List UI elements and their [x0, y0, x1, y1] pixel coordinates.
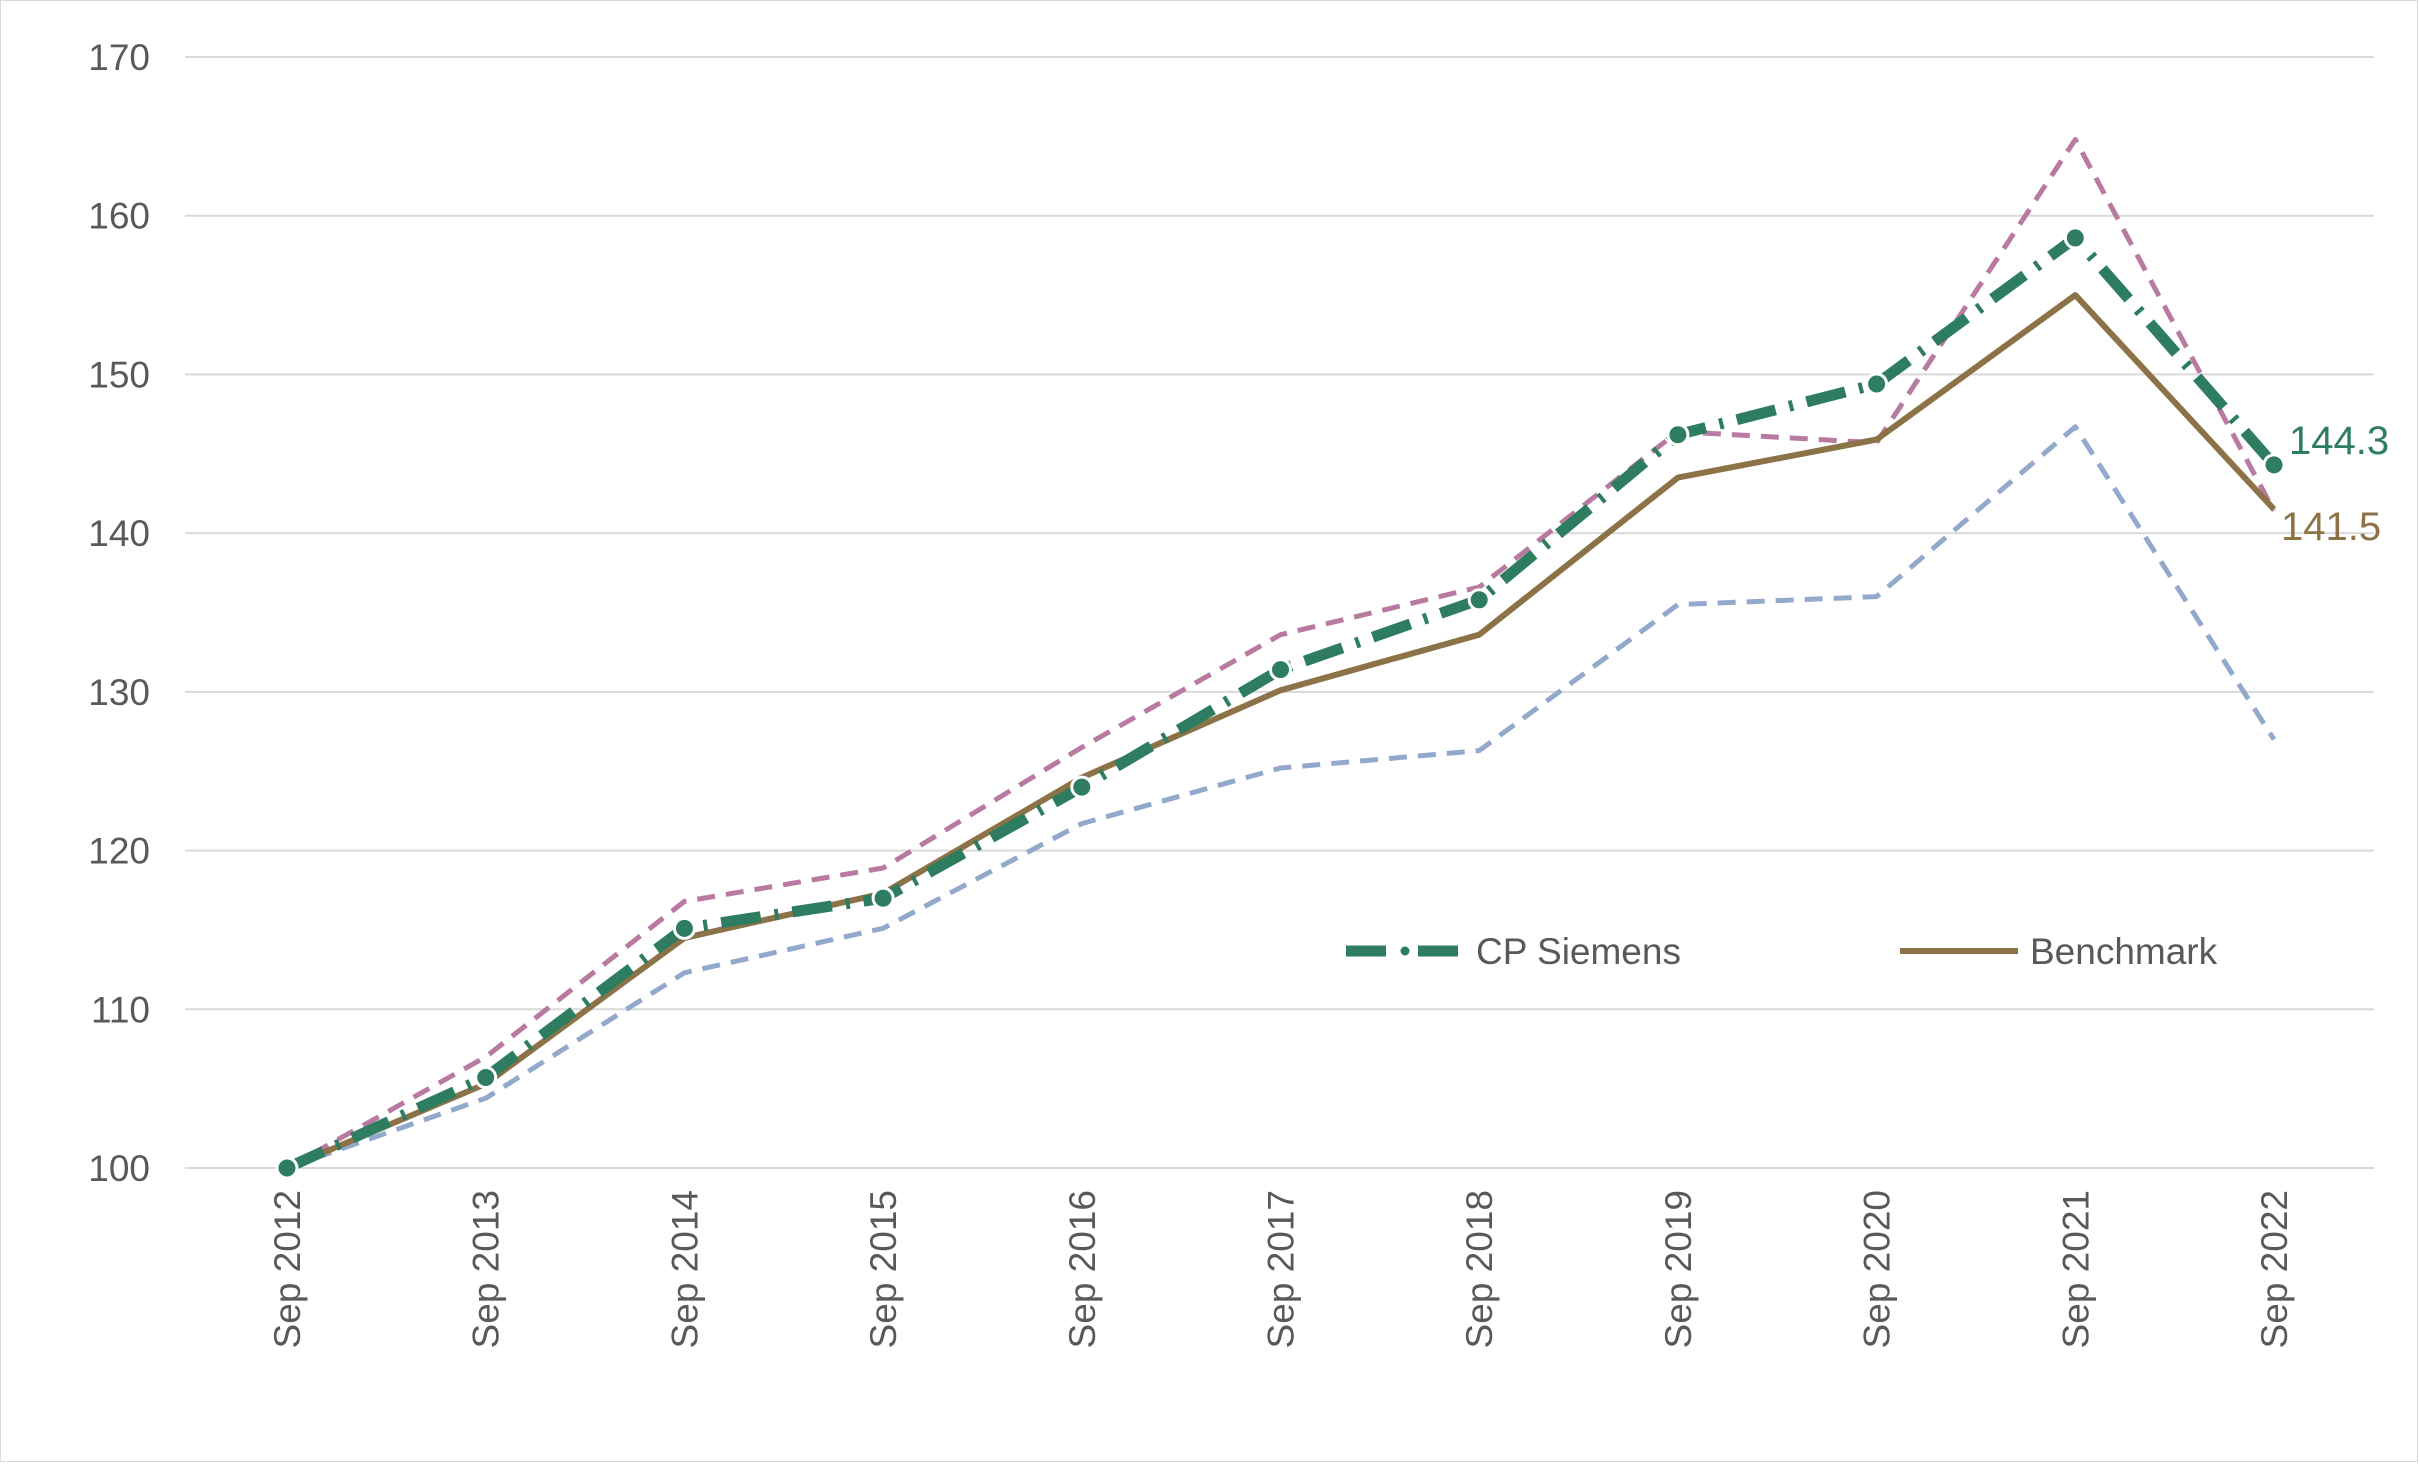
x-tick-label-9: Sep 2021	[2055, 1190, 2096, 1348]
marker-cp-10	[2262, 453, 2286, 477]
x-tick-label-10: Sep 2022	[2254, 1190, 2295, 1348]
y-tick-label-160: 160	[88, 196, 150, 237]
legend: CP Siemens Benchmark	[1346, 931, 2218, 972]
marker-cp-0	[275, 1156, 299, 1180]
legend-item-benchmark: Benchmark	[1900, 931, 2218, 972]
x-tick-label-8: Sep 2020	[1857, 1190, 1898, 1348]
x-tick-label-4: Sep 2016	[1062, 1190, 1103, 1348]
x-tick-label-1: Sep 2013	[466, 1190, 507, 1348]
x-tick-label-3: Sep 2015	[863, 1190, 904, 1348]
gridlines	[185, 56, 2374, 1169]
end-label-benchmark: 141.5	[2281, 505, 2381, 549]
x-tick-label-7: Sep 2019	[1658, 1190, 1699, 1348]
y-axis-ticks: 100 110 120 130 140 150 160 170	[88, 37, 150, 1189]
y-tick-label-170: 170	[88, 37, 150, 78]
y-tick-label-120: 120	[88, 831, 150, 872]
marker-cp-4	[1070, 775, 1094, 799]
series-line-lower	[286, 424, 2277, 1171]
marker-cp-8	[1865, 372, 1889, 396]
x-tick-label-2: Sep 2014	[664, 1190, 705, 1348]
series-line-cp	[284, 232, 2279, 1174]
y-tick-label-150: 150	[88, 354, 150, 395]
legend-label-benchmark: Benchmark	[2030, 931, 2218, 972]
series-markers	[275, 226, 2286, 1180]
legend-label-cp-siemens: CP Siemens	[1476, 931, 1681, 972]
marker-cp-1	[474, 1066, 498, 1090]
y-tick-label-140: 140	[88, 513, 150, 554]
y-tick-label-130: 130	[88, 672, 150, 713]
end-label-cp-siemens: 144.3	[2289, 419, 2389, 463]
legend-marker-cp-siemens	[1397, 943, 1413, 959]
y-tick-label-110: 110	[91, 989, 150, 1030]
marker-cp-2	[672, 916, 696, 940]
marker-cp-6	[1467, 588, 1491, 612]
x-axis-ticks: Sep 2012 Sep 2013 Sep 2014 Sep 2015 Sep 2016…	[267, 1190, 2295, 1348]
marker-cp-7	[1666, 423, 1690, 447]
y-tick-label-100: 100	[88, 1148, 150, 1189]
x-tick-label-6: Sep 2018	[1459, 1190, 1500, 1348]
marker-cp-5	[1269, 658, 1292, 682]
marker-cp-3	[871, 886, 895, 910]
legend-item-cp-siemens: CP Siemens	[1346, 931, 1681, 972]
x-tick-label-0: Sep 2012	[267, 1190, 308, 1348]
series-line-benchmark	[285, 292, 2277, 1171]
x-tick-label-5: Sep 2017	[1261, 1190, 1302, 1348]
series-lines	[284, 137, 2279, 1174]
marker-cp-9	[2063, 226, 2087, 250]
